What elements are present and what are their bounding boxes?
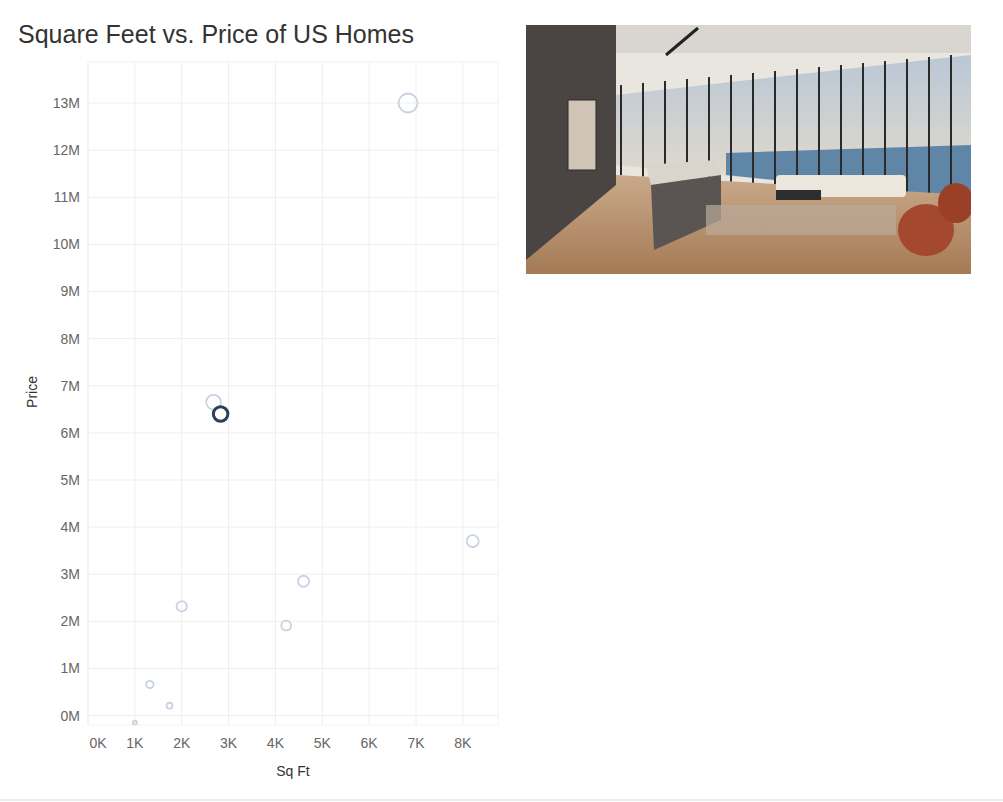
y-tick-label: 11M (54, 189, 80, 205)
artwork (568, 100, 596, 170)
y-grid-line (88, 527, 498, 528)
y-grid-line (88, 432, 498, 433)
plot-frame (88, 62, 498, 725)
x-tick-label: 3K (220, 735, 238, 751)
home-photo (526, 25, 971, 274)
x-grid-line (462, 62, 463, 725)
y-grid-line (88, 385, 498, 386)
x-tick-label: 7K (407, 735, 425, 751)
data-point[interactable] (467, 535, 479, 547)
data-point[interactable] (281, 621, 291, 631)
data-point[interactable] (146, 681, 153, 688)
window-mullion (840, 65, 842, 190)
y-tick-label: 1M (61, 660, 80, 676)
x-axis-title: Sq Ft (276, 763, 310, 779)
x-tick-label: 2K (173, 735, 191, 751)
y-tick-label: 10M (53, 236, 80, 252)
window-mullion (752, 73, 754, 184)
y-tick-label: 0M (61, 708, 80, 724)
y-grid-line (88, 479, 498, 480)
y-tick-label: 7M (61, 378, 80, 394)
window-mullion (642, 83, 644, 177)
wall (526, 25, 616, 260)
window-mullion (906, 59, 908, 195)
dashboard-edge (0, 800, 1003, 801)
rug (706, 205, 896, 235)
y-tick-label: 13M (53, 95, 80, 111)
x-grid-line (322, 62, 323, 725)
data-point[interactable] (399, 93, 418, 112)
y-grid-line (88, 338, 498, 339)
y-tick-label: 6M (61, 425, 80, 441)
x-tick-label: 4K (267, 735, 285, 751)
armchair (938, 183, 971, 223)
x-tick-label: 6K (361, 735, 379, 751)
x-tick-label: 0K (89, 735, 107, 751)
grid (88, 62, 498, 725)
y-axis-title: Price (24, 376, 40, 408)
y-grid-line (88, 291, 498, 292)
data-point[interactable] (177, 601, 187, 611)
points (133, 93, 479, 724)
y-grid-line (88, 197, 498, 198)
window-mullion (796, 69, 798, 187)
y-tick-label: 8M (61, 331, 80, 347)
y-grid-line (88, 102, 498, 103)
windows (616, 55, 971, 200)
y-tick-label: 12M (53, 142, 80, 158)
y-grid-line (88, 715, 498, 716)
x-grid-line (416, 62, 417, 725)
window-mullion (774, 71, 776, 186)
window-mullion (950, 55, 952, 198)
y-grid-line (88, 621, 498, 622)
data-point[interactable] (298, 576, 309, 587)
window-mullion (884, 61, 886, 193)
x-grid-line (369, 62, 370, 725)
y-tick-label: 4M (61, 519, 80, 535)
data-point[interactable] (213, 407, 228, 422)
ceiling-light (666, 28, 698, 55)
x-grid-line (228, 62, 229, 725)
x-grid-line (181, 62, 182, 725)
window-mullion (928, 57, 930, 196)
photo-bg (526, 25, 971, 274)
data-point[interactable] (133, 721, 137, 725)
coffee-table (776, 190, 821, 200)
y-tick-label: 3M (61, 566, 80, 582)
dashboard: Square Feet vs. Price of US Homes 0M 1M 2M 3… (0, 0, 1003, 802)
y-grid-line (88, 244, 498, 245)
window-mullion (664, 81, 666, 178)
y-tick-label: 5M (61, 472, 80, 488)
window-mullion (730, 75, 732, 183)
x-grid-line (275, 62, 276, 725)
chart-title: Square Feet vs. Price of US Homes (18, 20, 414, 48)
x-tick-label: 1K (126, 735, 144, 751)
window-mullion (620, 85, 622, 175)
y-grid-line (88, 668, 498, 669)
x-tick-label: 5K (314, 735, 332, 751)
window-mullion (862, 63, 864, 192)
y-grid-line (88, 574, 498, 575)
y-grid-line (88, 150, 498, 151)
x-tick-label: 8K (454, 735, 472, 751)
data-point[interactable] (167, 703, 173, 709)
window-mullion (818, 67, 820, 189)
y-tick-label: 2M (61, 613, 80, 629)
y-tick-label: 9M (61, 283, 80, 299)
x-grid-line (134, 62, 135, 725)
